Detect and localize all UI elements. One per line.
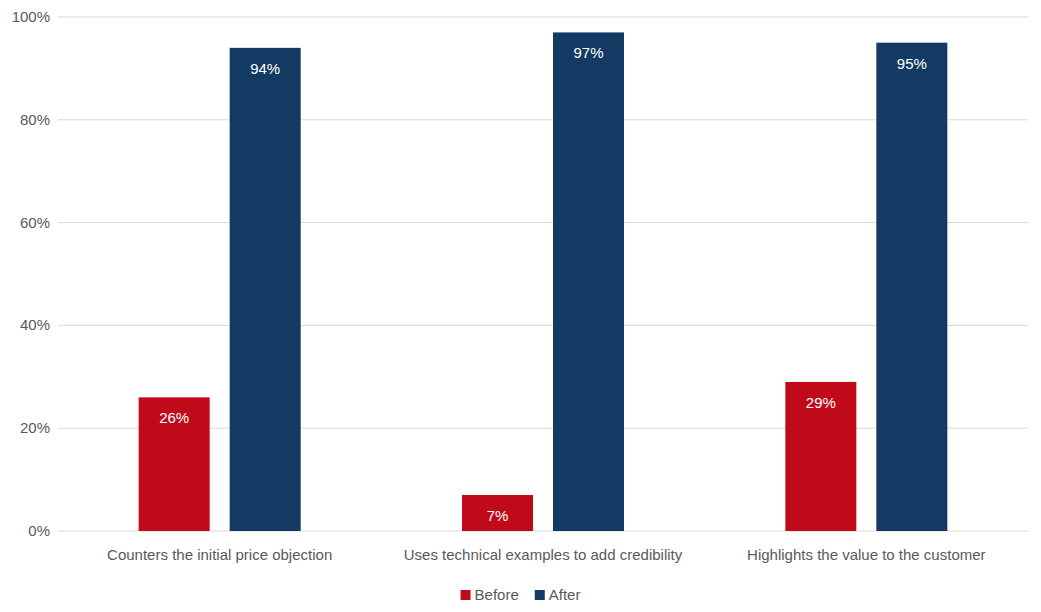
bar	[785, 382, 856, 531]
bars	[139, 32, 948, 531]
grid	[58, 17, 1028, 531]
x-tick-label: Uses technical examples to add credibili…	[404, 546, 683, 563]
x-tick-label: Highlights the value to the customer	[747, 546, 985, 563]
legend-item: After	[535, 586, 581, 603]
bar	[230, 48, 301, 531]
data-label: 29%	[806, 394, 836, 411]
chart-container: 0% 20% 40% 60% 80% 100% 26% 94% 7% 97% 29% 95% Count…	[0, 0, 1041, 612]
data-labels: 26% 94% 7% 97% 29% 95%	[159, 44, 927, 524]
bar	[462, 495, 533, 531]
legend: Before After	[461, 586, 581, 603]
y-tick-label: 80%	[20, 111, 50, 128]
y-tick-label: 60%	[20, 214, 50, 231]
legend-swatch	[535, 590, 545, 600]
data-label: 7%	[487, 507, 509, 524]
legend-label: Before	[475, 586, 519, 603]
data-label: 94%	[250, 60, 280, 77]
data-label: 95%	[897, 55, 927, 72]
data-label: 97%	[573, 44, 603, 61]
grid-line	[58, 17, 1028, 18]
x-tick-label: Counters the initial price objection	[107, 546, 332, 563]
legend-item: Before	[461, 586, 519, 603]
bar	[139, 397, 210, 531]
chart-svg: 0% 20% 40% 60% 80% 100% 26% 94% 7% 97% 29% 95% Count…	[0, 0, 1041, 612]
legend-label: After	[549, 586, 581, 603]
bar	[876, 43, 947, 531]
y-tick-label: 40%	[20, 316, 50, 333]
data-label: 26%	[159, 409, 189, 426]
y-tick-label: 100%	[12, 8, 50, 25]
y-tick-label: 20%	[20, 419, 50, 436]
bar	[553, 32, 624, 531]
legend-swatch	[461, 590, 471, 600]
y-tick-label: 0%	[28, 522, 50, 539]
